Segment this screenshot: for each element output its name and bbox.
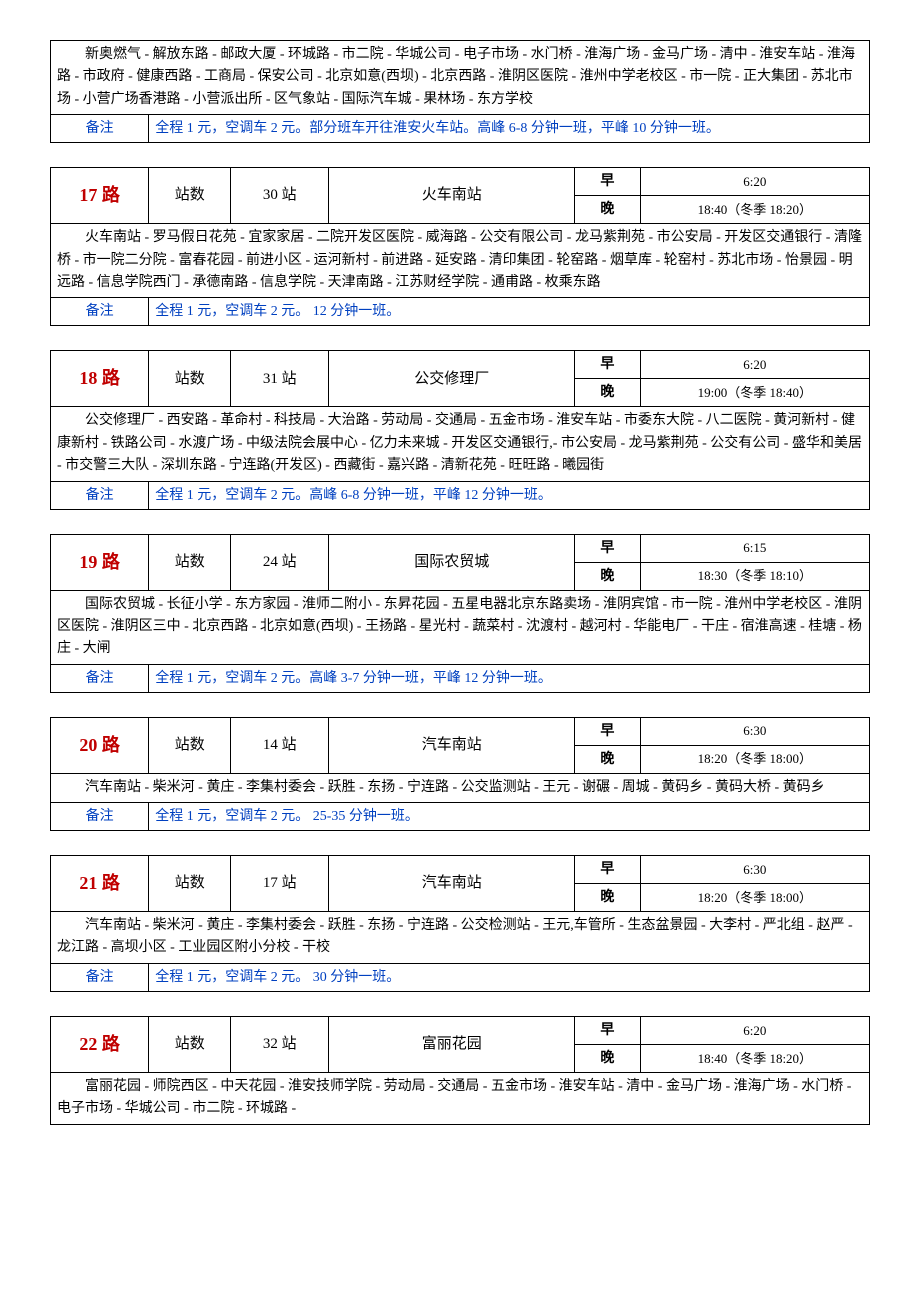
route-table: 20 路站数14 站汽车南站早6:30晚18:20（冬季 18:00）汽车南站 …: [50, 717, 870, 831]
late-label: 晚: [575, 196, 641, 224]
stops-list: 富丽花园 - 师院西区 - 中天花园 - 淮安技师学院 - 劳动局 - 交通局 …: [51, 1072, 870, 1124]
early-label: 早: [575, 351, 641, 379]
remark-label: 备注: [51, 963, 149, 991]
late-label: 晚: [575, 1044, 641, 1072]
late-time: 18:30（冬季 18:10）: [640, 562, 869, 590]
route-number: 19 路: [51, 534, 149, 590]
stops-label: 站数: [149, 1016, 231, 1072]
early-time: 6:30: [640, 856, 869, 884]
stops-label: 站数: [149, 856, 231, 912]
remark-label: 备注: [51, 298, 149, 326]
terminal: 富丽花园: [329, 1016, 575, 1072]
stops-list: 公交修理厂 - 西安路 - 革命村 - 科技局 - 大治路 - 劳动局 - 交通…: [51, 407, 870, 481]
late-label: 晚: [575, 562, 641, 590]
stops-count: 31 站: [231, 351, 329, 407]
route-block: 18 路站数31 站公交修理厂早6:20晚19:00（冬季 18:40）公交修理…: [50, 350, 870, 509]
remark-text: 全程 1 元，空调车 2 元。 12 分钟一班。: [149, 298, 870, 326]
route-block: 21 路站数17 站汽车南站早6:30晚18:20（冬季 18:00）汽车南站 …: [50, 855, 870, 992]
stops-count: 30 站: [231, 168, 329, 224]
early-label: 早: [575, 717, 641, 745]
route-block: 22 路站数32 站富丽花园早6:20晚18:40（冬季 18:20）富丽花园 …: [50, 1016, 870, 1125]
remark-text: 全程 1 元，空调车 2 元。高峰 3-7 分钟一班，平峰 12 分钟一班。: [149, 664, 870, 692]
route-block: 20 路站数14 站汽车南站早6:30晚18:20（冬季 18:00）汽车南站 …: [50, 717, 870, 831]
early-time: 6:15: [640, 534, 869, 562]
stops-count: 32 站: [231, 1016, 329, 1072]
remark-text: 全程 1 元，空调车 2 元。部分班车开往淮安火车站。高峰 6-8 分钟一班，平…: [149, 115, 870, 143]
route-block: 17 路站数30 站火车南站早6:20晚18:40（冬季 18:20）火车南站 …: [50, 167, 870, 326]
stops-list: 火车南站 - 罗马假日花苑 - 宜家家居 - 二院开发区医院 - 威海路 - 公…: [51, 224, 870, 298]
stops-count: 14 站: [231, 717, 329, 773]
stops-label: 站数: [149, 351, 231, 407]
route-number: 20 路: [51, 717, 149, 773]
early-time: 6:20: [640, 351, 869, 379]
remark-text: 全程 1 元，空调车 2 元。 30 分钟一班。: [149, 963, 870, 991]
late-time: 19:00（冬季 18:40）: [640, 379, 869, 407]
remark-label: 备注: [51, 664, 149, 692]
early-label: 早: [575, 856, 641, 884]
remark-text: 全程 1 元，空调车 2 元。高峰 6-8 分钟一班，平峰 12 分钟一班。: [149, 481, 870, 509]
terminal: 汽车南站: [329, 717, 575, 773]
terminal: 国际农贸城: [329, 534, 575, 590]
late-label: 晚: [575, 379, 641, 407]
late-time: 18:40（冬季 18:20）: [640, 1044, 869, 1072]
remark-text: 全程 1 元，空调车 2 元。 25-35 分钟一班。: [149, 803, 870, 831]
stops-label: 站数: [149, 717, 231, 773]
early-time: 6:20: [640, 1016, 869, 1044]
route-table: 新奥燃气 - 解放东路 - 邮政大厦 - 环城路 - 市二院 - 华城公司 - …: [50, 40, 870, 143]
late-time: 18:20（冬季 18:00）: [640, 745, 869, 773]
route-number: 18 路: [51, 351, 149, 407]
remark-label: 备注: [51, 115, 149, 143]
stops-count: 17 站: [231, 856, 329, 912]
early-label: 早: [575, 1016, 641, 1044]
remark-label: 备注: [51, 481, 149, 509]
route-table: 19 路站数24 站国际农贸城早6:15晚18:30（冬季 18:10）国际农贸…: [50, 534, 870, 693]
terminal: 汽车南站: [329, 856, 575, 912]
route-block: 19 路站数24 站国际农贸城早6:15晚18:30（冬季 18:10）国际农贸…: [50, 534, 870, 693]
route-block: 新奥燃气 - 解放东路 - 邮政大厦 - 环城路 - 市二院 - 华城公司 - …: [50, 40, 870, 143]
route-number: 21 路: [51, 856, 149, 912]
early-time: 6:30: [640, 717, 869, 745]
late-time: 18:20（冬季 18:00）: [640, 884, 869, 912]
stops-label: 站数: [149, 534, 231, 590]
late-label: 晚: [575, 884, 641, 912]
terminal: 公交修理厂: [329, 351, 575, 407]
early-time: 6:20: [640, 168, 869, 196]
early-label: 早: [575, 168, 641, 196]
stops-list: 新奥燃气 - 解放东路 - 邮政大厦 - 环城路 - 市二院 - 华城公司 - …: [51, 41, 870, 115]
late-label: 晚: [575, 745, 641, 773]
stops-label: 站数: [149, 168, 231, 224]
terminal: 火车南站: [329, 168, 575, 224]
stops-list: 国际农贸城 - 长征小学 - 东方家园 - 淮师二附小 - 东昇花园 - 五星电…: [51, 590, 870, 664]
route-table: 22 路站数32 站富丽花园早6:20晚18:40（冬季 18:20）富丽花园 …: [50, 1016, 870, 1125]
route-table: 17 路站数30 站火车南站早6:20晚18:40（冬季 18:20）火车南站 …: [50, 167, 870, 326]
early-label: 早: [575, 534, 641, 562]
route-number: 17 路: [51, 168, 149, 224]
stops-list: 汽车南站 - 柴米河 - 黄庄 - 李集村委会 - 跃胜 - 东扬 - 宁连路 …: [51, 912, 870, 964]
route-table: 21 路站数17 站汽车南站早6:30晚18:20（冬季 18:00）汽车南站 …: [50, 855, 870, 992]
stops-list: 汽车南站 - 柴米河 - 黄庄 - 李集村委会 - 跃胜 - 东扬 - 宁连路 …: [51, 773, 870, 802]
route-number: 22 路: [51, 1016, 149, 1072]
late-time: 18:40（冬季 18:20）: [640, 196, 869, 224]
route-table: 18 路站数31 站公交修理厂早6:20晚19:00（冬季 18:40）公交修理…: [50, 350, 870, 509]
remark-label: 备注: [51, 803, 149, 831]
stops-count: 24 站: [231, 534, 329, 590]
